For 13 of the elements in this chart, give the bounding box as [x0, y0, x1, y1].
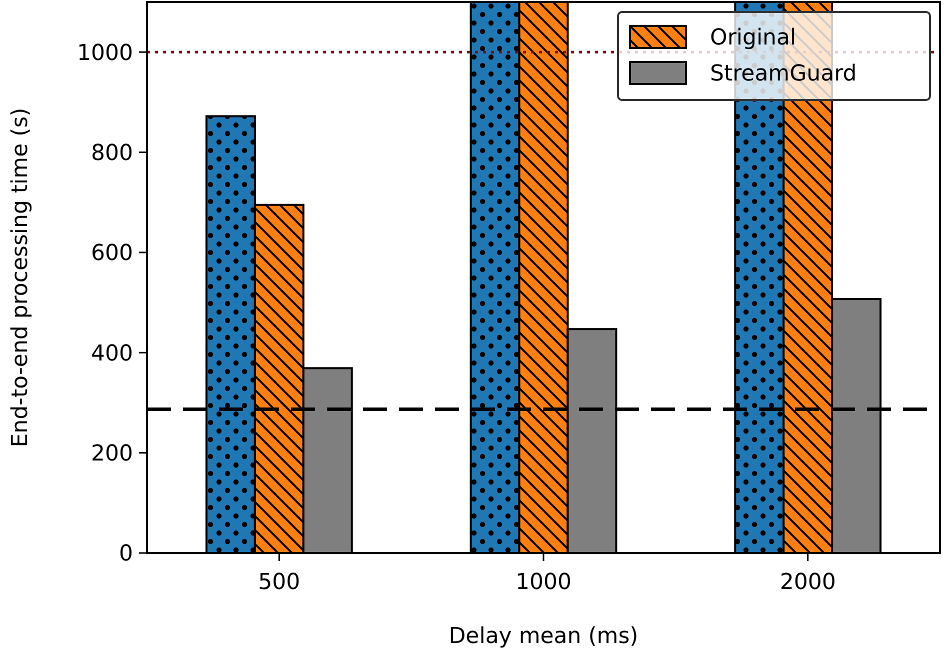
x-axis-title: Delay mean (ms)	[448, 624, 638, 649]
legend-label: Original	[710, 26, 796, 51]
y-tick-label: 1000	[77, 40, 133, 66]
y-tick-label: 0	[119, 542, 133, 567]
y-axis-title: End-to-end processing time (s)	[8, 108, 33, 448]
y-tick-label: 400	[91, 341, 133, 366]
y-tick-label: 800	[91, 140, 133, 166]
y-tick-label: 600	[91, 241, 133, 266]
x-tick-label: 500	[258, 570, 300, 595]
x-tick-label: 2000	[780, 570, 836, 595]
y-tick-label: 200	[91, 442, 133, 467]
x-tick-label: 1000	[516, 570, 572, 595]
legend-label: StreamGuard	[710, 62, 857, 87]
